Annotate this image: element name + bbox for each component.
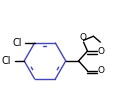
Text: O: O bbox=[98, 47, 105, 56]
Text: O: O bbox=[98, 66, 105, 75]
Text: O: O bbox=[79, 33, 87, 42]
Text: Cl: Cl bbox=[12, 38, 22, 48]
Text: Cl: Cl bbox=[2, 56, 11, 66]
